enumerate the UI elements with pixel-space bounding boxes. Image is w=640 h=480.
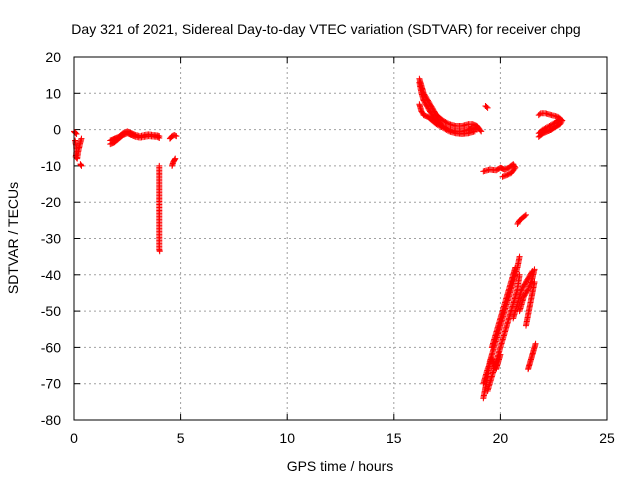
data-point — [72, 129, 79, 136]
x-tick-label: 25 — [599, 430, 615, 446]
data-point — [524, 287, 531, 294]
data-point — [442, 118, 449, 125]
data-point — [434, 121, 441, 128]
data-point — [437, 123, 444, 130]
data-point — [547, 122, 554, 129]
data-point — [545, 123, 552, 130]
data-point — [433, 121, 440, 128]
data-point — [439, 124, 446, 131]
data-point — [546, 122, 553, 129]
data-point — [532, 340, 539, 347]
y-tick-label: 10 — [45, 85, 61, 101]
data-point — [471, 128, 478, 135]
data-point — [443, 119, 450, 126]
data-point — [540, 126, 547, 133]
x-tick-label: 15 — [386, 430, 402, 446]
data-point — [557, 115, 564, 122]
y-axis-label: SDTVAR / TECUs — [5, 182, 21, 294]
data-point — [444, 120, 451, 127]
data-point — [542, 125, 549, 132]
y-tick-labels: -80 -70 -60 -50 -40 -30 -20 -10 0 10 20 — [41, 49, 61, 428]
grid — [74, 57, 607, 420]
y-tick-label: -10 — [41, 158, 61, 174]
data-point — [444, 127, 451, 134]
data-point — [500, 173, 507, 180]
data-point — [443, 126, 450, 133]
data-point — [171, 156, 178, 163]
data-point — [485, 364, 492, 371]
y-tick-label: -80 — [41, 412, 61, 428]
data-point — [489, 358, 496, 365]
data-point — [435, 122, 442, 129]
y-tick-label: -20 — [41, 194, 61, 210]
data-point — [78, 135, 85, 142]
x-axis-label: GPS time / hours — [287, 458, 394, 474]
data-point — [525, 286, 532, 293]
data-point — [73, 130, 80, 137]
data-point — [556, 116, 563, 123]
y-tick-label: 20 — [45, 49, 61, 65]
data-points — [71, 75, 566, 402]
data-point — [543, 124, 550, 131]
data-point — [531, 266, 538, 273]
y-tick-label: -40 — [41, 267, 61, 283]
data-point — [172, 155, 179, 162]
y-tick-label: -70 — [41, 376, 61, 392]
data-point — [439, 117, 446, 124]
data-point — [521, 212, 528, 219]
data-point — [522, 211, 529, 218]
data-point — [438, 124, 445, 131]
data-point — [156, 133, 163, 140]
data-point — [484, 104, 491, 111]
data-point — [489, 356, 496, 363]
data-point — [550, 120, 557, 127]
y-tick-label: -50 — [41, 303, 61, 319]
data-point — [485, 363, 492, 370]
data-point — [442, 126, 449, 133]
data-point — [172, 132, 179, 139]
data-point — [512, 264, 519, 271]
y-tick-label: -60 — [41, 339, 61, 355]
x-tick-label: 20 — [493, 430, 509, 446]
data-point — [483, 103, 490, 110]
data-point — [516, 271, 523, 278]
data-point — [486, 362, 493, 369]
data-point — [477, 127, 484, 134]
y-tick-label: 0 — [53, 122, 61, 138]
data-point — [516, 253, 523, 260]
data-point — [541, 125, 548, 132]
chart-title: Day 321 of 2021, Sidereal Day-to-day VTE… — [71, 21, 580, 37]
data-point — [531, 279, 538, 286]
data-point — [484, 366, 491, 373]
x-tick-label: 5 — [177, 430, 185, 446]
data-point — [478, 128, 485, 135]
data-point — [499, 173, 506, 180]
y-tick-label: -30 — [41, 231, 61, 247]
data-point — [156, 248, 163, 255]
data-point — [535, 112, 542, 119]
data-point — [78, 162, 85, 169]
data-point — [488, 355, 495, 362]
plot-frame — [73, 56, 608, 421]
data-point — [491, 360, 498, 367]
data-point — [536, 111, 543, 118]
data-point — [77, 161, 84, 168]
data-point — [441, 125, 448, 132]
data-point — [548, 121, 555, 128]
x-tick-labels: 0 5 10 15 20 25 — [70, 430, 615, 446]
x-tick-label: 10 — [279, 430, 295, 446]
data-point — [441, 118, 448, 125]
x-tick-label: 0 — [70, 430, 78, 446]
data-point — [497, 351, 504, 358]
data-point — [173, 133, 180, 140]
